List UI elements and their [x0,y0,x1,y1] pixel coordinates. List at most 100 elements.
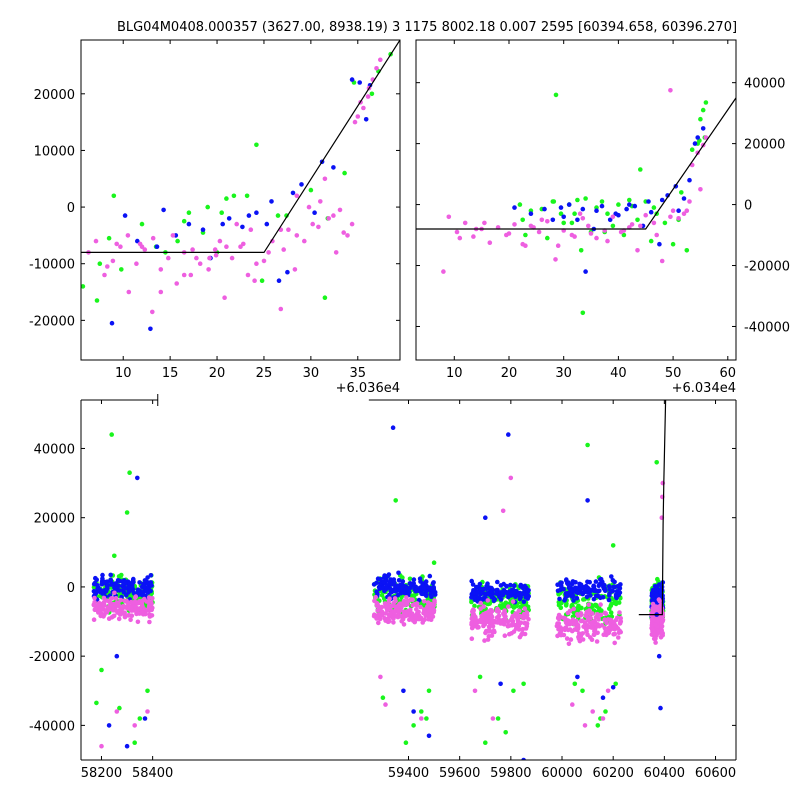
data-point-green [654,460,659,465]
data-point-green [638,167,643,172]
data-point-magenta [378,607,383,612]
data-point-blue [480,587,485,593]
data-point-magenta [523,243,528,248]
data-point-magenta [684,208,690,213]
data-point-green [483,740,488,745]
data-point-magenta [454,229,460,235]
data-point-magenta [270,238,275,244]
data-point-blue [598,577,603,582]
x-tick-label: 20 [501,366,518,381]
data-point-magenta [128,605,134,611]
plot-area [81,40,400,332]
data-point-blue [607,217,613,223]
data-point-magenta [555,633,560,639]
data-point-green [503,730,509,735]
x-tick-label: 25 [256,366,273,381]
model-curve [81,40,400,253]
data-point-magenta [612,631,617,637]
data-point-green [545,235,550,241]
data-point-magenta [387,596,392,601]
data-point-magenta [140,603,145,609]
data-point-magenta [142,596,147,602]
data-point-magenta [590,611,595,616]
data-point-magenta [302,238,307,244]
data-point-magenta [105,264,110,269]
data-point-green [523,232,528,238]
data-point-blue [566,202,572,207]
data-point-magenta [158,289,164,295]
data-point-green [393,498,399,503]
data-point-magenta [378,612,384,618]
data-point-magenta [513,626,519,631]
data-point-magenta [495,606,500,612]
data-point-magenta [93,238,99,244]
data-point-blue [264,221,270,227]
data-point-magenta [429,613,435,618]
data-point-magenta [591,632,597,637]
data-point-magenta [394,613,399,619]
data-point-blue [375,576,381,581]
data-point-blue [695,135,700,140]
data-point-magenta [490,716,496,721]
x-tick-label: 58400 [132,766,173,781]
data-point-blue [396,570,401,576]
data-point-blue [390,425,396,431]
axes-frame [80,39,401,361]
data-point-blue [578,582,584,587]
x-tick-label: 35 [350,366,367,381]
y-tick-label: 40000 [744,77,785,92]
data-point-magenta [147,619,152,625]
data-point-blue [100,572,105,578]
data-point-magenta [590,709,595,714]
data-point-magenta [638,223,643,229]
data-point-magenta [142,247,148,252]
x-tick-label: 58200 [81,766,122,781]
data-point-magenta [583,621,588,626]
data-point-magenta [99,743,104,749]
data-point-blue [483,591,489,597]
data-point-blue [525,589,530,595]
data-point-magenta [145,709,150,714]
data-point-green [219,210,224,215]
data-point-blue [91,581,97,587]
plot-area [416,88,736,316]
data-point-green [322,295,328,301]
data-point-magenta [575,622,581,628]
data-point-green [698,116,703,122]
data-point-magenta [505,619,511,625]
data-point-magenta [606,625,612,631]
data-point-magenta [584,625,589,631]
data-point-blue [564,593,569,599]
data-point-magenta [316,224,321,230]
data-point-magenta [409,611,415,616]
data-point-magenta [181,272,187,278]
data-point-magenta [207,255,212,261]
y-tick-label: 20000 [34,512,75,527]
data-point-magenta [355,114,361,119]
data-point-blue [558,205,564,210]
data-point-magenta [134,606,140,611]
data-point-green [558,605,564,611]
data-point-green [613,681,618,687]
data-point-magenta [462,220,468,226]
data-point-blue [627,202,632,207]
data-point-magenta [132,723,137,728]
data-point-magenta [566,641,572,647]
data-point-magenta [488,615,494,620]
data-point-magenta [150,596,155,601]
data-point-magenta [212,247,218,252]
y-tick-label: -40000 [29,719,75,734]
data-point-blue [659,197,665,203]
data-point-blue [149,583,154,588]
data-point-blue [124,593,129,598]
data-point-blue [431,586,437,592]
data-point-magenta [91,617,97,622]
data-point-blue [128,585,134,591]
data-point-magenta [254,261,259,267]
data-point-magenta [564,636,570,641]
y-tick-label: -20000 [29,314,75,329]
data-point-magenta [326,216,332,221]
data-point-blue [594,208,599,213]
data-point-green [561,220,566,226]
data-point-blue [579,589,584,595]
